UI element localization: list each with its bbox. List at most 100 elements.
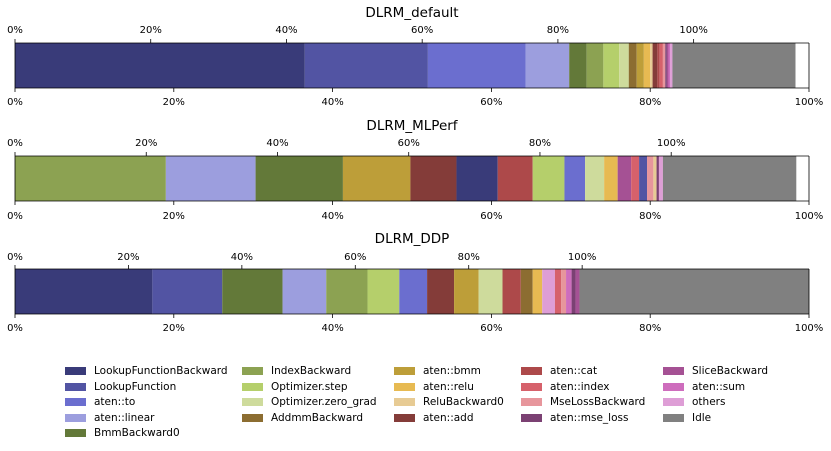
- legend-label: SliceBackward: [692, 365, 769, 377]
- legend-swatch: [663, 382, 684, 391]
- legend-swatch: [521, 413, 542, 422]
- legend-item: aten::sum: [663, 381, 745, 393]
- bar-segment-idle: [662, 156, 797, 201]
- legend-item: IndexBackward: [242, 365, 351, 377]
- top-tick-label: 40%: [266, 138, 288, 149]
- chart-panel-2: DLRM_MLPerf 0% 20% 40% 60% 80% 100% 0% 20% 40% 60%…: [7, 118, 823, 222]
- bar-segment-relubackward0: [650, 43, 653, 88]
- bar-segment-aten-mse-loss: [665, 43, 667, 88]
- legend-label: aten::linear: [94, 411, 155, 424]
- bottom-tick-label: 80%: [639, 211, 661, 222]
- bar-segment-aten-linear: [525, 43, 570, 88]
- bar-segment-aten-bmm: [342, 156, 411, 201]
- bar-segment-optimizer-zero-grad: [478, 269, 503, 314]
- bottom-tick-label: 0%: [7, 211, 23, 222]
- bar-segment-others: [670, 43, 673, 88]
- legend-item: aten::bmm: [394, 365, 481, 377]
- bar-segment-aten-sum: [566, 269, 572, 314]
- bar-segment-indexbackward: [326, 269, 368, 314]
- bar-segment-optimizer-step: [532, 156, 565, 201]
- chart-panel-1: DLRM_default 0% 20% 40% 60% 80% 100% 0% 20% 40% 60…: [7, 5, 823, 108]
- legend-item: Optimizer.zero_grad: [242, 396, 377, 408]
- top-tick-label: 0%: [7, 138, 23, 149]
- top-tick-label: 20%: [135, 138, 157, 149]
- bottom-tick-label: 40%: [321, 97, 343, 108]
- bottom-tick-label: 80%: [639, 323, 661, 334]
- legend-label: LookupFunctionBackward: [94, 365, 228, 377]
- legend-item: aten::linear: [65, 412, 154, 424]
- legend-label: others: [692, 396, 726, 408]
- bar-segment-aten-add: [427, 269, 455, 314]
- legend-swatch: [394, 367, 415, 375]
- legend-item: aten::relu: [394, 381, 474, 393]
- legend-swatch: [242, 367, 263, 375]
- bar-segment-aten-mse-loss: [571, 269, 576, 314]
- legend-item: aten::add: [394, 412, 474, 424]
- legend-swatch: [394, 398, 415, 406]
- bar-segment-bmmbackward0: [222, 269, 283, 314]
- bottom-tick-label: 100%: [795, 97, 824, 108]
- legend-swatch: [65, 429, 86, 437]
- top-tick-label: 20%: [140, 25, 162, 36]
- top-tick-label: 0%: [7, 25, 23, 36]
- top-tick-label: 60%: [411, 25, 433, 36]
- bottom-tick-label: 100%: [795, 323, 824, 334]
- legend-item: aten::index: [521, 381, 609, 393]
- top-tick-label: 60%: [398, 138, 420, 149]
- top-tick-label: 80%: [458, 252, 480, 263]
- legend-swatch: [394, 382, 415, 391]
- bar-segment-bmmbackward0: [569, 43, 587, 88]
- legend-label: aten::mse_loss: [550, 411, 629, 424]
- bottom-tick-label: 40%: [321, 211, 343, 222]
- bottom-tick-label: 0%: [7, 97, 23, 108]
- chart-title: DLRM_default: [365, 5, 458, 21]
- bar-segment-indexbackward: [586, 43, 604, 88]
- bar-segment-optimizer-zero-grad: [585, 156, 605, 201]
- legend-swatch: [65, 413, 86, 422]
- legend-swatch: [242, 413, 263, 422]
- top-tick-label: 80%: [529, 138, 551, 149]
- bar-segment-mselossbackward: [662, 43, 666, 88]
- legend-swatch: [663, 398, 684, 406]
- bar-segment-aten-bmm: [454, 269, 479, 314]
- bottom-tick-label: 0%: [7, 323, 23, 334]
- bar-segment-aten-relu: [532, 269, 543, 314]
- bottom-tick-label: 80%: [639, 97, 661, 108]
- legend-label: aten::index: [550, 380, 610, 393]
- legend-swatch: [65, 367, 86, 375]
- bar-segment-relubackward0: [653, 156, 657, 201]
- legend-label: Idle: [692, 411, 712, 424]
- legend-label: aten::bmm: [423, 365, 481, 377]
- legend-label: Optimizer.zero_grad: [271, 396, 377, 408]
- bar-segment-others: [542, 269, 555, 314]
- legend-swatch: [663, 413, 684, 422]
- bar-segment-aten-to: [427, 43, 526, 88]
- bar-segment-aten-add: [652, 43, 658, 88]
- bar-segment-idle: [579, 269, 809, 314]
- bar-segment-lookupfunctionbackward: [456, 156, 498, 201]
- top-tick-label: 80%: [547, 25, 569, 36]
- bar-segment-lookupfunctionbackward: [15, 269, 153, 314]
- legend-label: aten::sum: [692, 380, 746, 393]
- bar-segment-aten-cat: [497, 156, 533, 201]
- bar-segment-aten-sum: [668, 43, 671, 88]
- bar-segment-aten-index: [554, 269, 562, 314]
- legend-label: ReluBackward0: [423, 396, 504, 408]
- top-tick-label: 0%: [7, 252, 23, 263]
- legend-label: aten::to: [94, 396, 136, 408]
- bar-segment-aten-add: [410, 156, 457, 201]
- bar-segment-slicebackward: [666, 43, 669, 88]
- legend-item: LookupFunction: [65, 381, 176, 393]
- legend-label: MseLossBackward: [550, 396, 646, 408]
- bar-segment-aten-linear: [282, 269, 327, 314]
- bar-segment-mselossbackward: [561, 269, 567, 314]
- bar-segment-bmmbackward0: [255, 156, 343, 201]
- bar-segment-lookupfunctionbackward: [15, 43, 305, 88]
- legend-label: aten::relu: [423, 380, 474, 393]
- bar-segment-optimizer-zero-grad: [619, 43, 629, 88]
- bar-segment-idle: [672, 43, 796, 88]
- bar-segment-lookupfunction: [304, 43, 428, 88]
- top-tick-label: 40%: [231, 252, 253, 263]
- legend-label: IndexBackward: [271, 365, 352, 377]
- legend-swatch: [521, 382, 542, 391]
